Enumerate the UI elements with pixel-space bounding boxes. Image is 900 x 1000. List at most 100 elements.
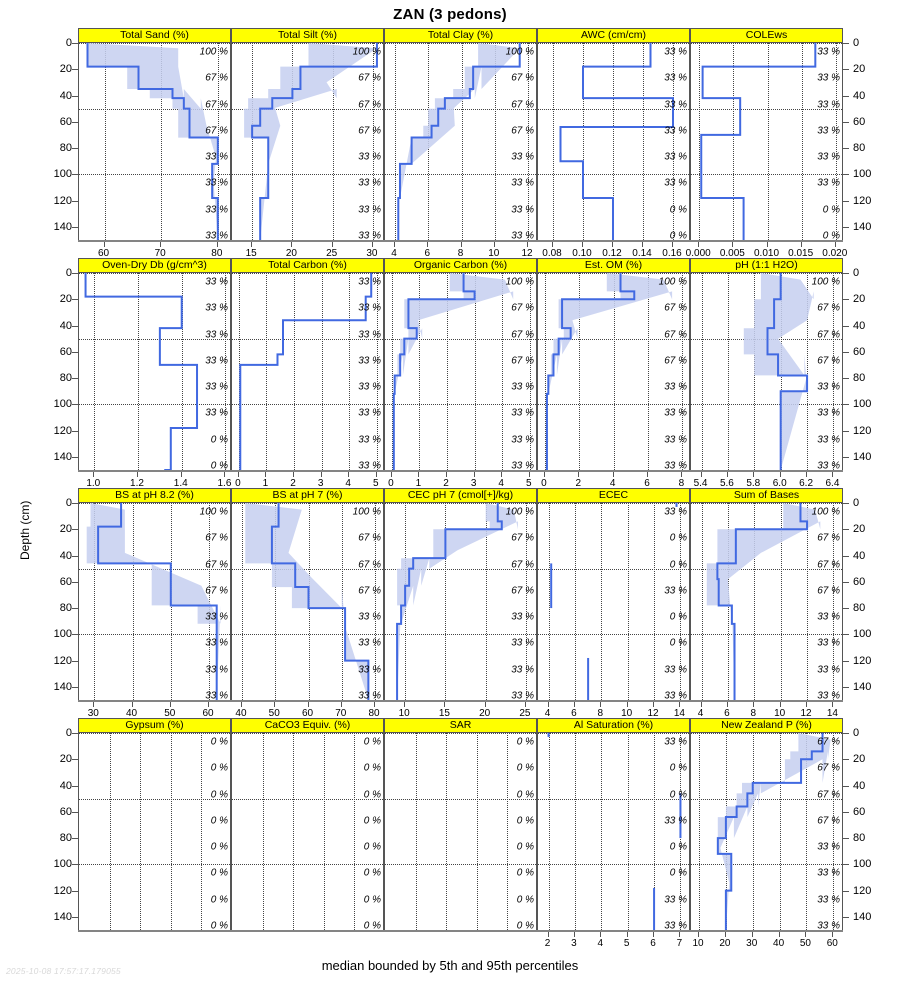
- x-tick-label: 70: [154, 248, 166, 259]
- contributing-pct-label: 67 %: [205, 125, 228, 137]
- contributing-pct-label: 33 %: [358, 637, 381, 649]
- depth-tick: [843, 351, 849, 353]
- depth-tick: [843, 759, 849, 761]
- depth-tick: [72, 325, 78, 327]
- contributing-pct-label: 33 %: [817, 177, 840, 189]
- contributing-pct-label: 33 %: [511, 151, 534, 163]
- x-gridline: [391, 273, 393, 470]
- depth-tick: [72, 121, 78, 123]
- panel-title-strip: CaCO3 Equiv. (%): [231, 718, 384, 733]
- median-line: [545, 273, 636, 470]
- x-gridline: [394, 43, 396, 240]
- panel-plot-area: [690, 733, 843, 930]
- x-gridline: [104, 43, 106, 240]
- contributing-pct-label: 100 %: [199, 46, 228, 58]
- contributing-pct-label: 100 %: [811, 276, 840, 288]
- x-tick-label: 5: [372, 478, 379, 489]
- x-tick-label: 10: [692, 938, 704, 949]
- x-tick-label: 4: [609, 478, 616, 489]
- x-tick-label: 0.005: [719, 248, 745, 259]
- contributing-pct-label: 33 %: [817, 46, 840, 58]
- depth-tick: [843, 503, 849, 504]
- depth-tick-label: 0: [853, 727, 860, 739]
- x-tick-label: 40: [235, 708, 247, 719]
- x-tick-label: 2: [544, 938, 551, 949]
- depth-tick-label: 120: [853, 654, 872, 667]
- contributing-pct-label: 0 %: [669, 762, 687, 774]
- x-gridline: [266, 273, 268, 470]
- depth-tick: [72, 608, 78, 610]
- x-tick: [582, 242, 583, 247]
- x-tick: [724, 932, 726, 937]
- depth-tick: [843, 299, 849, 301]
- contributing-pct-label: 67 %: [205, 72, 228, 84]
- x-tick: [679, 932, 681, 937]
- timestamp: 2025-10-08 17:57:17.179055: [6, 966, 121, 976]
- x-tick: [251, 242, 253, 247]
- contributing-pct-label: 0 %: [516, 920, 534, 932]
- contributing-pct-label: 33 %: [511, 690, 534, 702]
- depth-tick: [72, 555, 78, 557]
- depth-tick-label: 120: [853, 884, 872, 897]
- depth-tick-label: 100: [853, 628, 872, 641]
- depth-tick-label: 140: [853, 910, 872, 923]
- contributing-pct-label: 33 %: [817, 460, 840, 472]
- x-tick: [473, 472, 475, 477]
- x-gridline: [94, 503, 96, 700]
- contributing-pct-label: 67 %: [817, 559, 840, 571]
- depth-gridline: [385, 568, 536, 570]
- depth-tick: [843, 69, 849, 71]
- contributing-pct-label: 0 %: [363, 789, 381, 801]
- depth-tick-label: 140: [853, 220, 872, 233]
- depth-gridline: [385, 733, 536, 734]
- x-gridline: [613, 43, 614, 240]
- depth-gridline: [79, 108, 230, 110]
- x-gridline: [132, 503, 134, 700]
- x-gridline: [529, 273, 531, 470]
- contributing-pct-label: 33 %: [664, 46, 687, 58]
- depth-tick-label: 40: [853, 549, 866, 562]
- x-tick-label: 4: [345, 478, 351, 489]
- depth-gridline: [691, 733, 842, 734]
- series-plot: [700, 43, 817, 240]
- x-tick-label: 70: [335, 708, 347, 719]
- contributing-pct-label: 0 %: [516, 789, 534, 801]
- depth-tick-label: 120: [853, 194, 872, 207]
- x-tick: [524, 702, 526, 707]
- x-gridline: [275, 503, 277, 700]
- depth-tick: [843, 890, 849, 892]
- contributing-pct-label: 67 %: [511, 125, 534, 137]
- x-tick: [320, 472, 322, 477]
- contributing-pct-label: 33 %: [358, 302, 381, 314]
- contributing-pct-label: 33 %: [817, 894, 840, 906]
- contributing-pct-label: 0 %: [363, 920, 381, 932]
- contributing-pct-label: 33 %: [205, 302, 228, 314]
- x-tick-label: 5.6: [719, 478, 734, 489]
- x-tick-label: 6.0: [772, 478, 787, 489]
- contributing-pct-label: 67 %: [205, 99, 228, 111]
- panel-plot-area: [231, 43, 384, 240]
- x-gridline: [241, 503, 243, 700]
- x-tick: [642, 242, 643, 247]
- x-tick-label: 80: [368, 708, 380, 719]
- contributing-pct-label: 33 %: [358, 664, 381, 676]
- contributing-pct-label: 0 %: [669, 789, 687, 801]
- x-tick: [444, 702, 446, 707]
- contributing-pct-label: 33 %: [205, 407, 228, 419]
- depth-tick: [843, 226, 849, 228]
- contributing-pct-label: 33 %: [511, 664, 534, 676]
- contributing-pct-label: 67 %: [817, 815, 840, 827]
- contributing-pct-label: 33 %: [511, 204, 534, 216]
- depth-gridline: [232, 108, 383, 110]
- series-plot: [545, 273, 673, 470]
- x-tick: [732, 242, 734, 247]
- depth-tick: [843, 785, 849, 787]
- contributing-pct-label: 33 %: [205, 381, 228, 393]
- x-tick-label: 60: [202, 708, 214, 719]
- depth-tick-label: 20: [59, 293, 72, 306]
- x-axis-line: [78, 240, 231, 242]
- x-tick-label: 15: [245, 248, 257, 259]
- depth-tick-label: 140: [853, 680, 872, 693]
- x-tick: [612, 472, 614, 477]
- chart-panel: Gypsum (%) 0 % 0 % 0 % 0 % 0 % 0 % 0 % 0 %: [78, 718, 231, 960]
